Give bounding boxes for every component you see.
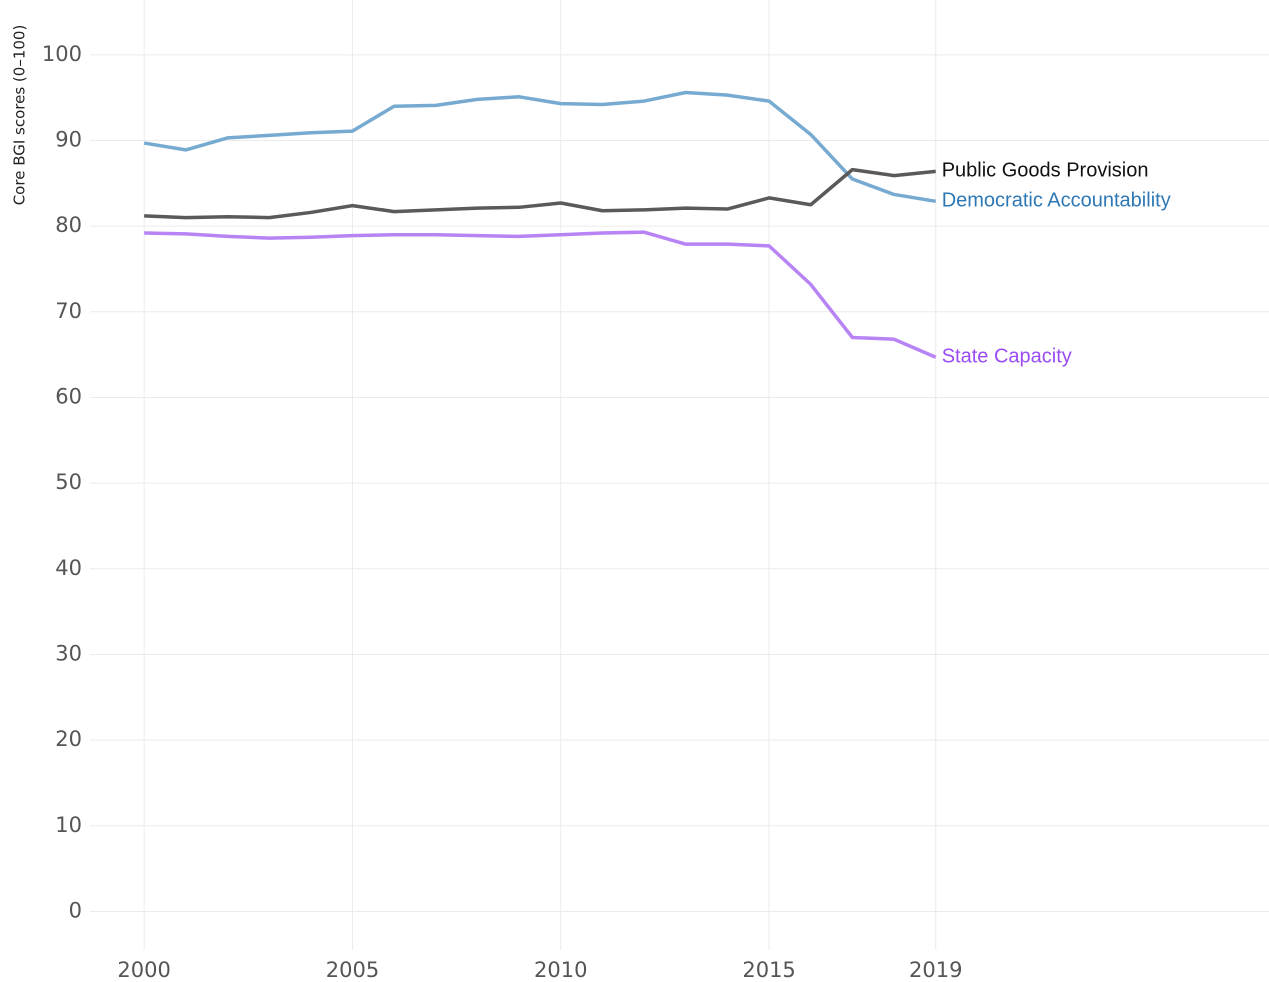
series-label: Democratic Accountability bbox=[942, 190, 1171, 212]
y-tick-label: 60 bbox=[55, 384, 82, 408]
x-tick-label: 2010 bbox=[534, 958, 587, 982]
y-tick-label: 70 bbox=[55, 299, 82, 323]
y-tick-label: 0 bbox=[69, 898, 82, 922]
y-tick-label: 80 bbox=[55, 213, 82, 237]
y-tick-label: 20 bbox=[55, 727, 82, 751]
series-label: State Capacity bbox=[942, 345, 1072, 367]
series-line bbox=[144, 230, 937, 359]
y-tick-label: 50 bbox=[55, 470, 82, 494]
y-tick-label: 10 bbox=[55, 813, 82, 837]
series-line bbox=[144, 167, 936, 220]
y-tick-label: 90 bbox=[55, 127, 82, 151]
x-tick-label: 2019 bbox=[909, 958, 962, 982]
series-label: Public Goods Provision bbox=[942, 160, 1149, 182]
y-tick-label: 40 bbox=[55, 556, 82, 580]
y-axis-label: Core BGI scores (0–100) bbox=[11, 25, 29, 206]
y-tick-label: 30 bbox=[55, 641, 82, 665]
y-tick-label: 100 bbox=[42, 42, 82, 66]
x-tick-label: 2000 bbox=[117, 958, 170, 982]
series-line bbox=[143, 90, 936, 204]
x-tick-label: 2005 bbox=[326, 958, 379, 982]
x-tick-label: 2015 bbox=[742, 958, 795, 982]
